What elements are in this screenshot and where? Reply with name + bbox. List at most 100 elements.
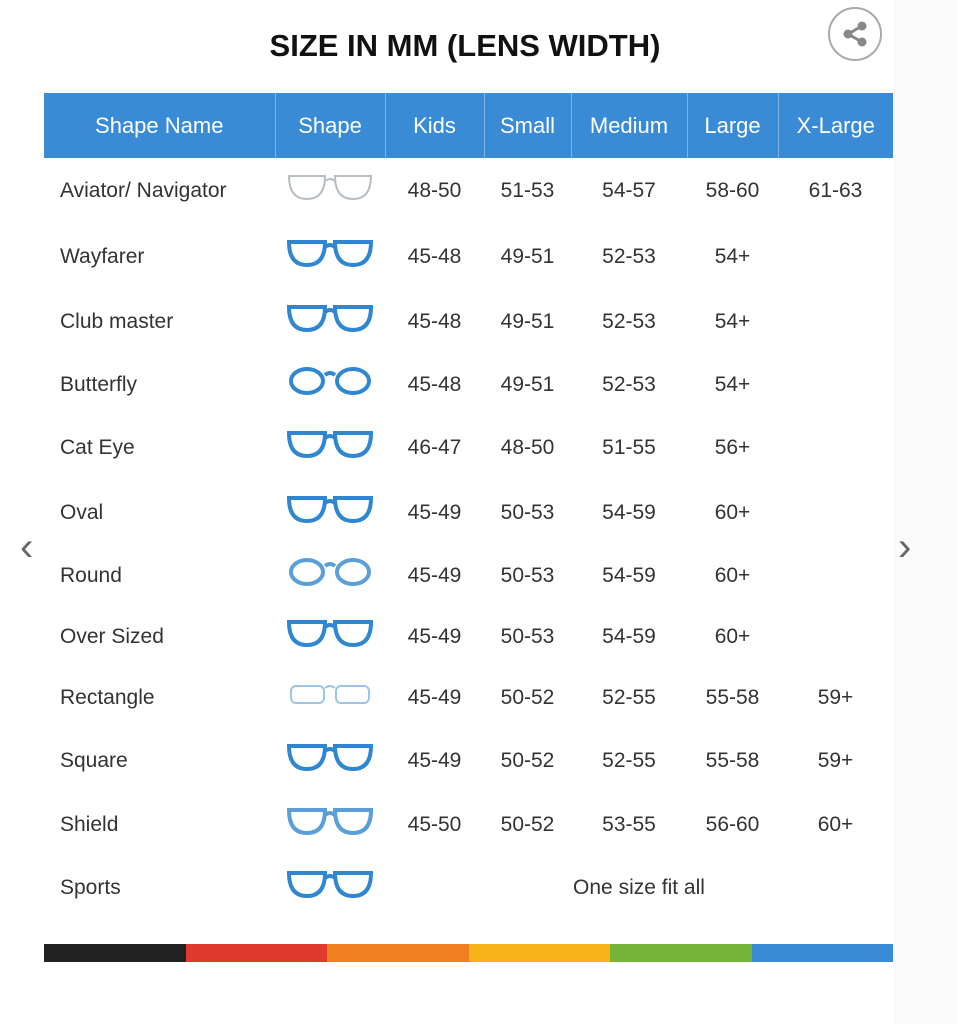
size-cell: 52-55 [602,685,656,709]
size-cell: 49-51 [500,309,555,333]
butterfly-glasses-icon [275,354,385,415]
shield-glasses-icon [275,793,385,857]
shape-name: Oval [60,500,104,524]
size-cell: 45-49 [407,748,462,772]
round-glasses-icon [275,545,385,606]
prev-arrow-button[interactable]: ‹ [20,525,34,569]
size-cell: 55-58 [705,748,760,772]
shape-name: Rectangle [60,685,155,709]
column-header: Medium [571,93,688,158]
size-cell: 46-47 [407,435,462,459]
color-bar-segment [44,944,186,962]
shape-name: Sports [60,875,121,899]
column-header: X-Large [778,93,893,158]
size-cell: 45-48 [407,372,462,396]
size-note: One size fit all [573,875,705,899]
color-bar [44,944,893,962]
size-cell: 52-53 [602,372,656,396]
table-row: Aviator/ Navigator 48-50 51-53 54-57 58-60 61… [44,158,893,224]
table-row: Square 45-49 50-52 52-55 55-58 59+ [44,728,893,793]
shape-name: Cat Eye [60,435,135,459]
size-cell: 50-53 [500,624,555,648]
size-cell: 45-49 [407,685,462,709]
size-cell: 45-50 [407,813,462,836]
size-cell: 54+ [714,372,751,396]
size-cell: 50-52 [500,685,555,709]
size-table: Shape Name Shape Kids Small Medium Large X-Lar… [44,93,893,918]
column-header: Kids [385,93,485,158]
size-cell: 61-63 [808,179,863,202]
size-cell: 54-59 [602,624,656,648]
shape-name: Aviator/ Navigator [60,179,227,202]
size-cell: 54-57 [602,179,656,202]
size-cell [778,545,893,606]
next-arrow-button[interactable]: › [898,525,912,569]
share-icon [843,21,867,47]
size-cell: 52-55 [602,748,656,772]
size-cell [778,606,893,667]
cat-eye-glasses-icon [275,415,385,480]
table-header-row: Shape Name Shape Kids Small Medium Large X-Lar… [44,93,893,158]
size-cell: 52-53 [602,309,656,333]
column-header: Shape [275,93,386,158]
column-header: Shape Name [44,93,276,158]
size-cell: 60+ [714,563,751,587]
column-header: Large [687,93,779,158]
square-glasses-icon [275,728,385,793]
size-cell: 48-50 [407,179,462,202]
size-cell [778,354,893,415]
size-cell: 55-58 [705,685,760,709]
shape-name: Club master [60,309,174,333]
size-cell: 60+ [714,500,751,524]
oval-glasses-icon [275,480,385,545]
size-cell: 52-53 [602,244,656,268]
color-bar-segment [185,944,327,962]
color-bar-segment [610,944,752,962]
size-cell: 49-51 [500,244,555,268]
shape-name: Square [60,748,128,772]
size-cell: 51-53 [500,179,555,202]
size-cell: 45-48 [407,309,462,333]
color-bar-segment [468,944,610,962]
size-cell: 54-59 [602,500,656,524]
size-cell: 59+ [817,748,854,772]
clubmaster-glasses-icon [275,289,385,354]
table-row: Rectangle 45-49 50-52 52-55 55-58 59+ [44,667,893,728]
size-cell: 49-51 [500,372,555,396]
table-row: Sports One size fit all [44,857,893,918]
size-cell: 50-52 [500,748,555,772]
size-cell: 56+ [714,435,751,459]
size-cell [778,415,893,480]
size-cell [778,289,893,354]
size-cell: 45-49 [407,624,462,648]
size-cell: 60+ [714,624,751,648]
table-row: Wayfarer 45-48 49-51 52-53 54+ [44,224,893,289]
size-cell: 50-52 [500,813,555,836]
table-row: Over Sized 45-49 50-53 54-59 60+ [44,606,893,667]
size-cell: 58-60 [705,179,760,202]
size-cell [778,480,893,545]
table-row: Club master 45-48 49-51 52-53 54+ [44,289,893,354]
size-cell: 50-53 [500,500,555,524]
size-cell: 54+ [714,244,751,268]
color-bar-segment [751,944,893,962]
table-row: Oval 45-49 50-53 54-59 60+ [44,480,893,545]
oversized-glasses-icon [275,606,385,667]
shape-name: Shield [60,813,119,836]
size-cell: 45-48 [407,244,462,268]
size-cell: 50-53 [500,563,555,587]
size-cell: 56-60 [705,813,760,836]
size-chart-panel [0,0,893,1024]
table-row: Cat Eye 46-47 48-50 51-55 56+ [44,415,893,480]
shape-name: Round [60,563,122,587]
size-cell: 59+ [817,685,854,709]
size-cell: 54-59 [602,563,656,587]
table-row: Round 45-49 50-53 54-59 60+ [44,545,893,606]
size-cell: 45-49 [407,500,462,524]
size-cell: 48-50 [500,435,555,459]
table-row: Butterfly 45-48 49-51 52-53 54+ [44,354,893,415]
page-title: SIZE IN MM (LENS WIDTH) [269,28,661,63]
size-cell: 53-55 [602,813,656,836]
share-button[interactable] [828,7,882,61]
size-cell: 51-55 [602,435,656,459]
